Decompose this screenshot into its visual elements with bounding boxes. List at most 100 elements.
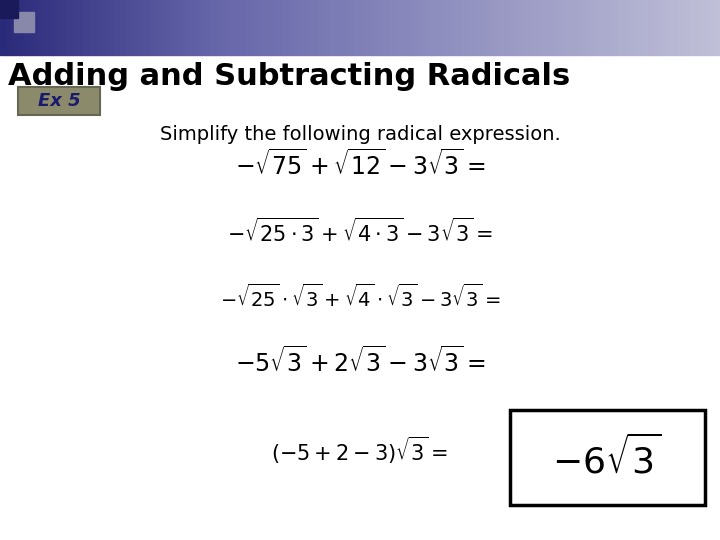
Polygon shape bbox=[135, 0, 139, 55]
Polygon shape bbox=[485, 0, 490, 55]
Polygon shape bbox=[533, 0, 538, 55]
Polygon shape bbox=[67, 0, 72, 55]
Polygon shape bbox=[5, 0, 9, 55]
Polygon shape bbox=[221, 0, 225, 55]
Polygon shape bbox=[639, 0, 643, 55]
Polygon shape bbox=[182, 0, 187, 55]
Polygon shape bbox=[101, 0, 106, 55]
Polygon shape bbox=[81, 0, 86, 55]
Polygon shape bbox=[567, 0, 571, 55]
Polygon shape bbox=[398, 0, 403, 55]
Polygon shape bbox=[192, 0, 197, 55]
Polygon shape bbox=[634, 0, 639, 55]
Polygon shape bbox=[58, 0, 63, 55]
Polygon shape bbox=[38, 0, 43, 55]
Polygon shape bbox=[547, 0, 552, 55]
Polygon shape bbox=[29, 0, 34, 55]
Polygon shape bbox=[528, 0, 533, 55]
Polygon shape bbox=[590, 0, 595, 55]
Polygon shape bbox=[53, 0, 58, 55]
Polygon shape bbox=[216, 0, 221, 55]
Polygon shape bbox=[682, 0, 686, 55]
Text: $-6\sqrt{3}$: $-6\sqrt{3}$ bbox=[552, 435, 662, 481]
Text: $-\sqrt{25 \cdot 3}+\sqrt{4 \cdot 3}-3\sqrt{3}=$: $-\sqrt{25 \cdot 3}+\sqrt{4 \cdot 3}-3\s… bbox=[228, 218, 492, 246]
Polygon shape bbox=[706, 0, 711, 55]
Polygon shape bbox=[538, 0, 542, 55]
Polygon shape bbox=[283, 0, 288, 55]
Polygon shape bbox=[245, 0, 250, 55]
Polygon shape bbox=[600, 0, 605, 55]
Polygon shape bbox=[379, 0, 384, 55]
Polygon shape bbox=[490, 0, 495, 55]
Bar bbox=[18, 87, 100, 115]
Polygon shape bbox=[24, 0, 29, 55]
Polygon shape bbox=[302, 0, 307, 55]
Polygon shape bbox=[110, 0, 115, 55]
Polygon shape bbox=[173, 0, 178, 55]
Polygon shape bbox=[677, 0, 682, 55]
Polygon shape bbox=[19, 0, 24, 55]
Polygon shape bbox=[495, 0, 499, 55]
Polygon shape bbox=[413, 0, 418, 55]
Text: Simplify the following radical expression.: Simplify the following radical expressio… bbox=[160, 125, 560, 144]
Polygon shape bbox=[384, 0, 389, 55]
Polygon shape bbox=[96, 0, 101, 55]
Polygon shape bbox=[585, 0, 590, 55]
Polygon shape bbox=[657, 0, 662, 55]
Polygon shape bbox=[470, 0, 475, 55]
Polygon shape bbox=[202, 0, 207, 55]
Polygon shape bbox=[581, 0, 585, 55]
Polygon shape bbox=[34, 0, 38, 55]
Polygon shape bbox=[336, 0, 341, 55]
Polygon shape bbox=[662, 0, 667, 55]
Polygon shape bbox=[403, 0, 408, 55]
Polygon shape bbox=[418, 0, 423, 55]
Polygon shape bbox=[307, 0, 312, 55]
Polygon shape bbox=[451, 0, 456, 55]
Polygon shape bbox=[230, 0, 235, 55]
Polygon shape bbox=[115, 0, 120, 55]
Polygon shape bbox=[648, 0, 653, 55]
Bar bbox=[510, 410, 705, 505]
Polygon shape bbox=[240, 0, 245, 55]
Polygon shape bbox=[441, 0, 446, 55]
Polygon shape bbox=[153, 0, 158, 55]
Polygon shape bbox=[86, 0, 91, 55]
Polygon shape bbox=[480, 0, 485, 55]
Polygon shape bbox=[389, 0, 394, 55]
Polygon shape bbox=[701, 0, 706, 55]
Polygon shape bbox=[14, 0, 19, 55]
Polygon shape bbox=[523, 0, 528, 55]
Polygon shape bbox=[326, 0, 331, 55]
Polygon shape bbox=[504, 0, 509, 55]
Polygon shape bbox=[562, 0, 567, 55]
Polygon shape bbox=[48, 0, 53, 55]
Polygon shape bbox=[259, 0, 264, 55]
Polygon shape bbox=[667, 0, 672, 55]
Polygon shape bbox=[322, 0, 326, 55]
Text: $-5\sqrt{3}+2\sqrt{3}-3\sqrt{3}=$: $-5\sqrt{3}+2\sqrt{3}-3\sqrt{3}=$ bbox=[235, 347, 485, 377]
Text: $-\sqrt{25}\cdot\sqrt{3}+\sqrt{4}\cdot\sqrt{3}-3\sqrt{3}=$: $-\sqrt{25}\cdot\sqrt{3}+\sqrt{4}\cdot\s… bbox=[220, 284, 500, 310]
Polygon shape bbox=[269, 0, 274, 55]
Polygon shape bbox=[360, 0, 365, 55]
Polygon shape bbox=[427, 0, 432, 55]
Polygon shape bbox=[91, 0, 96, 55]
Text: Adding and Subtracting Radicals: Adding and Subtracting Radicals bbox=[8, 62, 570, 91]
Polygon shape bbox=[475, 0, 480, 55]
Polygon shape bbox=[629, 0, 634, 55]
Polygon shape bbox=[466, 0, 470, 55]
Polygon shape bbox=[120, 0, 125, 55]
Polygon shape bbox=[63, 0, 67, 55]
Polygon shape bbox=[0, 0, 5, 55]
Bar bbox=[14, 12, 34, 32]
Polygon shape bbox=[624, 0, 629, 55]
Polygon shape bbox=[374, 0, 379, 55]
Text: Ex 5: Ex 5 bbox=[37, 92, 81, 110]
Polygon shape bbox=[341, 0, 346, 55]
Polygon shape bbox=[235, 0, 240, 55]
Polygon shape bbox=[144, 0, 149, 55]
Polygon shape bbox=[614, 0, 619, 55]
Polygon shape bbox=[43, 0, 48, 55]
Polygon shape bbox=[394, 0, 398, 55]
Polygon shape bbox=[163, 0, 168, 55]
